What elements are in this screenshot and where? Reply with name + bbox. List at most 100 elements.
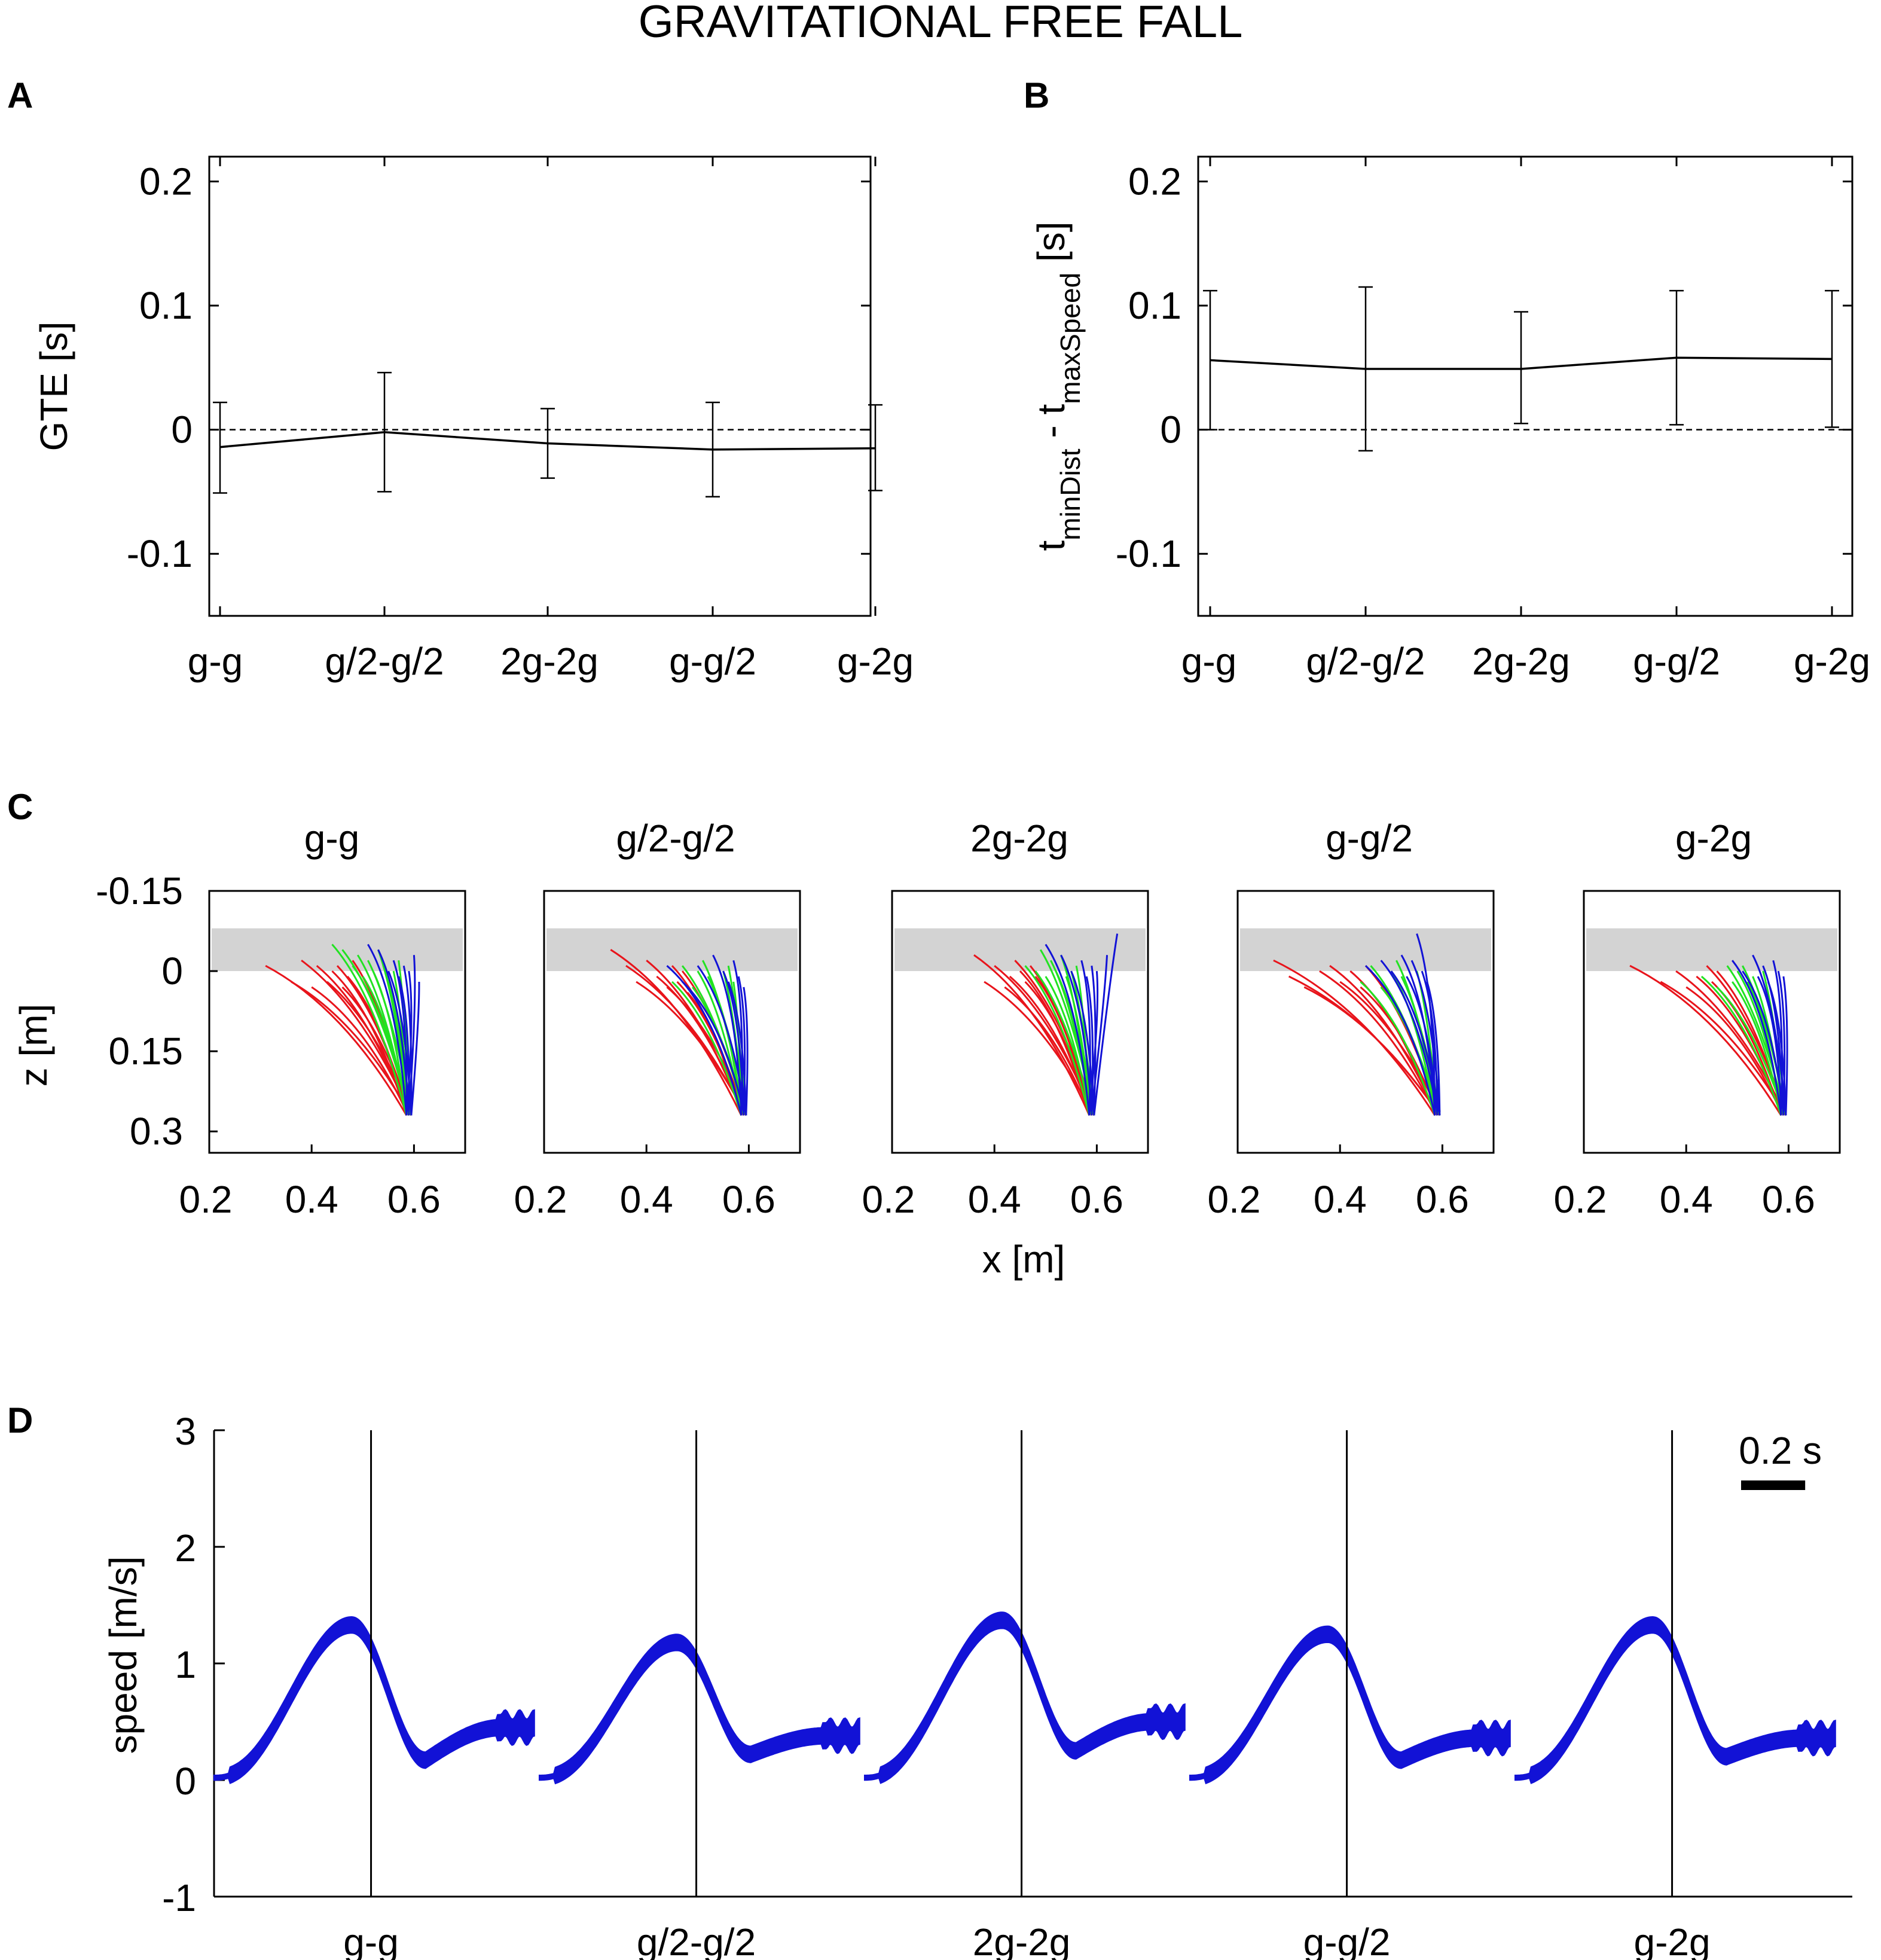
panel-c-trajectory-red [265, 964, 408, 1116]
panel-b-ytick-label: 0.1 [1128, 284, 1181, 327]
panel-c-xtick-label: 0.2 [514, 1178, 567, 1221]
panel-c-trajectory-red [1303, 986, 1441, 1116]
panel-a-ytick-label: 0.1 [139, 284, 193, 327]
panel-a-mean-line [219, 431, 876, 451]
panel-b-xtick-label: g/2-g/2 [1306, 640, 1425, 683]
panel-c-trajectory-red [1319, 970, 1436, 1113]
panel-c-trajectory-blue [1364, 965, 1436, 1116]
panel-d-xtick-label: g-g [343, 1921, 399, 1960]
panel-d-xtick-label: g-g/2 [1303, 1921, 1391, 1960]
panel-d-speed-band [1189, 1625, 1511, 1785]
panel-d-chart: 3 2 1 0 -1 speed [m/s] g-g g/2-g/2 2g-2g g-g/2 g-2… [102, 1410, 1852, 1960]
panel-d-speed-band [213, 1616, 535, 1784]
panel-c-trajectory-blue [405, 970, 413, 1116]
panel-d-ytick-label: 0 [175, 1760, 196, 1803]
panel-c-trajectory-green [671, 981, 743, 1116]
panel-c-ylabel: z [m] [12, 1004, 55, 1087]
panel-c-trajectory-green [1700, 975, 1782, 1116]
panel-c-xtick-label: 0.2 [862, 1178, 915, 1221]
panel-c-trajectory-blue [666, 965, 743, 1116]
panel-c-trajectory-red [1034, 976, 1091, 1112]
panel-c-trajectory-red [1629, 964, 1782, 1116]
panel-a-axes-frame [208, 155, 872, 617]
panel-c-chart: g-g 0.2 0.4 0.6 -0.15 0 0.15 0.3 g/2-g/2 0.2 0.4 0.… [12, 817, 1841, 1281]
panel-c-trajectory-green [1390, 970, 1436, 1112]
panel-c-xtick-label: 0.6 [1070, 1178, 1123, 1221]
panel-a-xtick-label: g/2-g/2 [325, 640, 444, 683]
panel-c-trajectory-red [1273, 959, 1436, 1116]
panel-c-xtick-label: 0.6 [1416, 1178, 1469, 1221]
panel-c-trajectory-blue [410, 981, 420, 1116]
panel-c-xtick-label: 0.2 [179, 1178, 233, 1221]
panel-c-trajectory-blue [1421, 970, 1439, 1112]
panel-c-trajectory-blue [682, 981, 745, 1112]
panel-b-xtick-label: g-2g [1794, 640, 1870, 683]
panel-c-trajectory-red [311, 986, 408, 1113]
panel-d-ytick-label: 1 [175, 1643, 196, 1686]
panel-c-xtick-label: 0.2 [1208, 1178, 1261, 1221]
panel-b-ylabel-part: maxSpeed [1055, 273, 1086, 404]
panel-b-ylabel-part: t [1030, 541, 1073, 551]
panel-c-trajectory-red [984, 981, 1093, 1113]
panel-b-xtick-label: g-g [1181, 640, 1237, 683]
panel-a-xtick-label: g-g [188, 640, 243, 683]
panel-c-trajectory-blue [1080, 960, 1091, 1112]
panel-c-subplot-title: g-2g [1675, 817, 1752, 860]
panel-c-trajectory-green [1732, 981, 1782, 1112]
panel-c-xtick-label: 0.4 [620, 1178, 673, 1221]
panel-c-trajectory-blue [1045, 944, 1091, 1116]
panel-c-trajectory-green [1045, 976, 1091, 1112]
panel-a-xtick-label: 2g-2g [500, 640, 598, 683]
panel-c-subplot-title: g-g/2 [1326, 817, 1413, 860]
panel-d-xtick-label: g/2-g/2 [637, 1921, 756, 1960]
panel-a-ylabel: GTE [s] [32, 322, 75, 451]
panel-b-xtick-label: g-g/2 [1633, 640, 1720, 683]
panel-d-scalebar-label: 0.2 s [1739, 1429, 1822, 1472]
panel-c-target-band [1586, 928, 1837, 972]
panel-a-ytick-label: -0.1 [127, 532, 193, 575]
panel-c-xtick-label: 0.6 [1762, 1178, 1815, 1221]
panel-d-ytick-label: 2 [175, 1527, 196, 1570]
panel-a-ytick-label: 0 [171, 408, 193, 451]
panel-c-trajectory-green [331, 944, 408, 1116]
panel-c-axes-frame [891, 890, 1149, 1154]
panel-c-trajectory-blue [1782, 976, 1788, 1116]
panel-c-trajectory-green [1024, 965, 1091, 1116]
panel-a-xtick-label: g-2g [837, 640, 914, 683]
panel-c-trajectory-blue [367, 944, 408, 1116]
panel-c-xlabel: x [m] [982, 1238, 1065, 1281]
panel-b-ytick-label: 0 [1160, 408, 1181, 451]
panel-b-axes-frame [1197, 155, 1853, 617]
panel-a-xtick-label: g-g/2 [669, 640, 756, 683]
panel-c-trajectory-blue [1088, 970, 1099, 1116]
panel-b-ylabel: tminDist - tmaxSpeed [s] [1030, 221, 1086, 551]
panel-d-speed-band [1514, 1616, 1836, 1784]
panel-b-ylabel-part: minDist [1055, 448, 1086, 541]
panel-c-ytick-label: 0 [161, 950, 183, 993]
panel-c-trajectory-blue [1732, 960, 1782, 1116]
panel-b-ylabel-part: [s] [1030, 221, 1073, 272]
panel-c-trajectory-blue [1757, 976, 1782, 1112]
panel-a-chart: 0.2 0.1 0 -0.1 g-g g/2-g/2 2g-2g g-g/2 g-2g GTE [… [32, 155, 914, 683]
panel-c-axes-frame [543, 890, 801, 1154]
panel-c-axes-frame [208, 890, 466, 1154]
panel-b-ytick-label: 0.2 [1128, 160, 1181, 203]
panel-b-ytick-label: -0.1 [1116, 532, 1181, 575]
panel-letter-d: D [7, 1400, 33, 1440]
panel-c-trajectory-blue [1091, 955, 1109, 1112]
panel-d-speed-band [864, 1611, 1186, 1784]
panel-c-ytick-label: 0.15 [108, 1030, 183, 1073]
panel-letter-b: B [1024, 75, 1049, 115]
panel-c-trajectory-green [1075, 965, 1091, 1112]
panel-c-xtick-label: 0.4 [1660, 1178, 1713, 1221]
panel-c-trajectory-blue [743, 987, 749, 1116]
panel-letter-a: A [7, 75, 33, 115]
panel-c-trajectory-blue [1772, 960, 1783, 1116]
panel-c-ytick-label: -0.15 [96, 869, 183, 912]
panel-c-ytick-label: 0.3 [130, 1110, 183, 1153]
panel-b-mean-line [1210, 356, 1833, 370]
panel-c-trajectory-blue [1093, 933, 1119, 1116]
panel-d-xtick-label: 2g-2g [973, 1921, 1071, 1960]
panel-c-xtick-label: 0.6 [387, 1178, 441, 1221]
panel-c-target-band [894, 928, 1146, 972]
